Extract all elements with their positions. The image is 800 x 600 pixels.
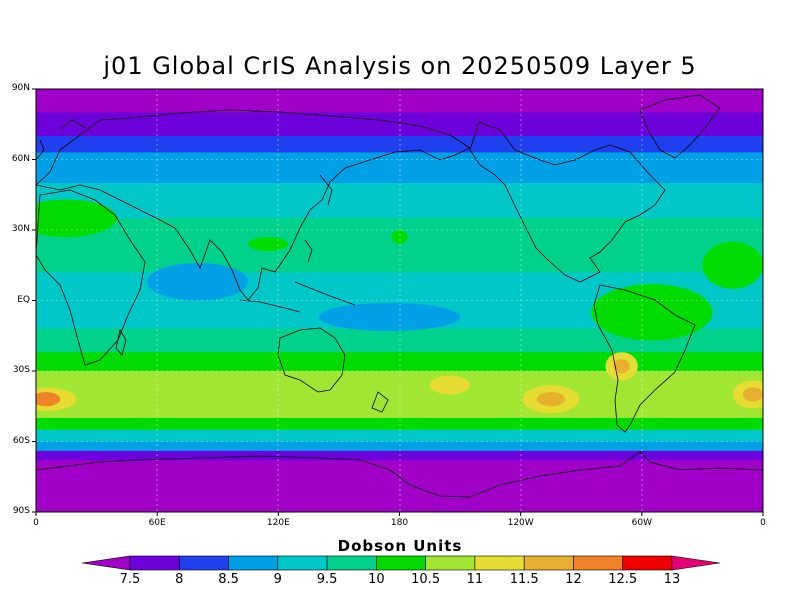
ozone-anomaly — [248, 237, 289, 252]
axis-ticks — [32, 88, 764, 516]
ozone-band — [36, 441, 763, 452]
map-title: j01 Global CrIS Analysis on 20250509 Lay… — [103, 52, 697, 80]
colorbar-level-label: 12 — [565, 572, 582, 587]
colorbar-high-arrow — [671, 555, 721, 571]
grid-lines — [36, 89, 763, 512]
ozone-anomaly — [36, 392, 61, 407]
ozone-field — [36, 89, 763, 512]
colorbar-title: Dobson Units — [337, 537, 463, 555]
lat-tick-label: 60N — [11, 153, 30, 164]
colorbar-swatch — [474, 555, 525, 571]
ozone-band — [36, 371, 763, 419]
ozone-anomaly — [318, 302, 461, 332]
ozone-band — [36, 418, 763, 431]
lat-tick-label: 60S — [12, 435, 30, 446]
lat-tick-label: 90S — [12, 506, 30, 516]
lon-tick-label: 60W — [631, 518, 652, 528]
ozone-band — [36, 183, 763, 219]
colorbar-swatch — [573, 555, 624, 571]
ozone-band — [36, 460, 763, 512]
ozone-band — [36, 429, 763, 442]
ozone-anomaly — [742, 387, 763, 402]
lat-tick-label: 30N — [11, 224, 30, 234]
lon-tick-label: 120W — [507, 518, 534, 528]
colorbar-swatch — [376, 555, 426, 571]
ozone-band — [36, 152, 763, 184]
ozone-anomaly — [613, 359, 630, 374]
colorbar-swatch — [178, 555, 229, 571]
colorbar-level-label: 8.5 — [218, 572, 239, 587]
lon-tick-label: 120E — [266, 518, 290, 528]
colorbar-level-label: 13 — [663, 572, 681, 587]
ozone-band — [36, 89, 763, 113]
ozone-anomaly — [147, 262, 249, 301]
colorbar-swatch — [622, 555, 673, 571]
ozone-anomaly — [429, 375, 471, 395]
lat-tick-label: EQ — [17, 294, 30, 305]
colorbar-swatch — [277, 555, 328, 571]
lon-tick-label: 0 — [33, 518, 39, 528]
ozone-anomaly — [36, 199, 117, 238]
colorbar-swatch — [523, 555, 574, 571]
colorbar-swatch — [326, 555, 377, 571]
colorbar-level-label: 9 — [273, 572, 282, 587]
colorbar-level-label: 7.5 — [119, 572, 141, 587]
colorbar-level-label: 11 — [466, 572, 484, 587]
colorbar-swatch — [425, 555, 476, 571]
colorbar-swatch — [129, 555, 180, 571]
colorbar — [81, 555, 721, 571]
ozone-anomaly — [591, 284, 713, 341]
colorbar-level-label: 8 — [175, 572, 184, 587]
ozone-band — [36, 218, 763, 273]
colorbar-swatch — [228, 555, 279, 571]
coastlines — [36, 94, 763, 498]
ozone-band — [36, 450, 763, 461]
colorbar-level-label: 11.5 — [509, 572, 539, 587]
ozone-band — [36, 136, 763, 153]
ozone-anomaly — [391, 230, 408, 245]
lon-tick-label: 60E — [148, 518, 166, 528]
ozone-band — [36, 352, 763, 372]
colorbar-level-label: 12.5 — [608, 572, 638, 587]
colorbar-level-label: 10.5 — [411, 572, 441, 587]
colorbar-level-label: 9.5 — [316, 572, 338, 587]
ozone-anomaly — [536, 392, 566, 407]
colorbar-low-arrow — [81, 555, 131, 571]
lat-tick-label: 30S — [12, 365, 30, 375]
lon-tick-label: 0 — [760, 518, 766, 528]
lat-tick-label: 90N — [11, 83, 30, 93]
colorbar-level-label: 10 — [368, 572, 385, 587]
ozone-anomaly — [702, 241, 763, 289]
lon-tick-label: 180 — [390, 518, 409, 528]
